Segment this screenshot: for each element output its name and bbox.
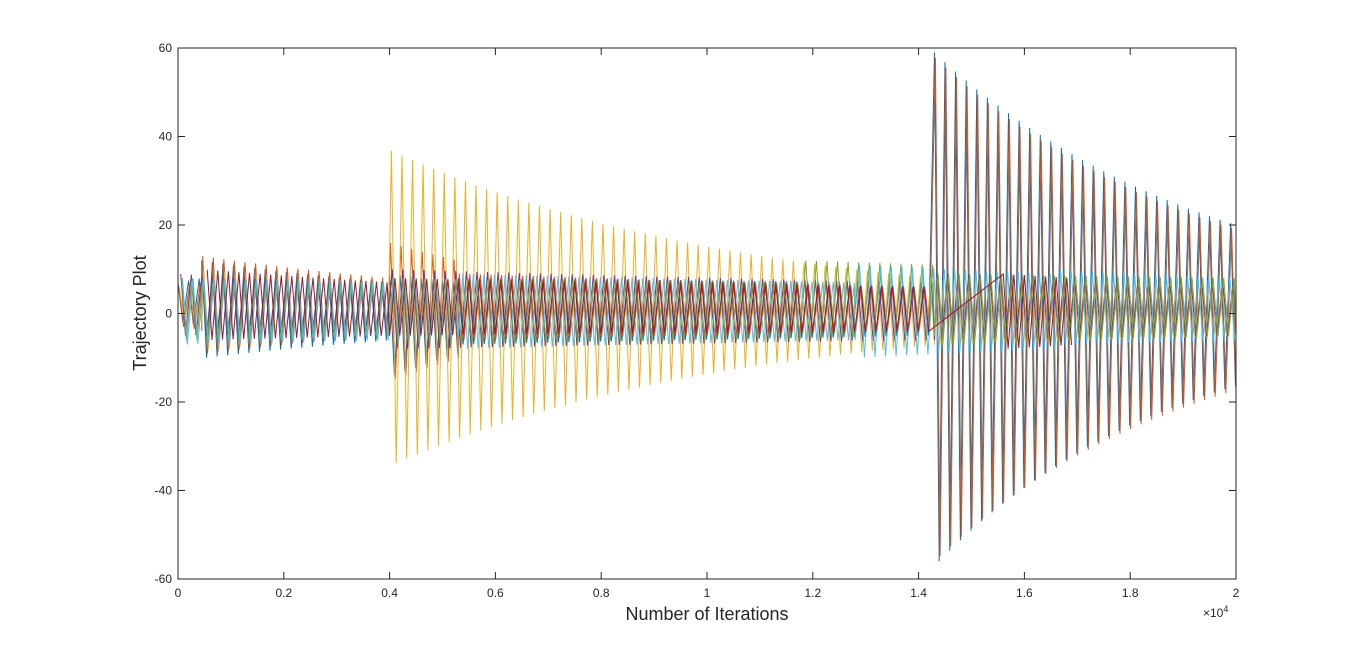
x-tick-label: 0.2 [275,586,292,600]
x-tick-label: 1.4 [910,586,927,600]
x-tick-label: 1.6 [1016,586,1033,600]
x-axis-label: Number of Iterations [625,604,788,624]
x-axis-exponent: ×104 [1203,604,1228,620]
x-tick-label: 0 [175,586,182,600]
x-axis-ticks: 0 0.2 0.4 0.6 0.8 1 1.2 1.4 1.6 1.8 2 [175,48,1240,600]
y-axis-ticks: -60 -40 -20 0 20 40 60 [155,41,1236,586]
series-line-7 [206,269,1073,349]
series-line-5 [181,260,1237,345]
y-tick-label: 40 [159,130,173,144]
y-tick-label: 60 [159,41,173,55]
x-tick-label: 0.4 [381,586,398,600]
x-tick-label: 1.8 [1122,586,1139,600]
y-tick-label: 0 [165,307,172,321]
x-tick-label: 0.6 [487,586,504,600]
x-tick-label: 0.8 [593,586,610,600]
y-tick-label: -40 [155,484,173,498]
x-axis-exponent-power: 4 [1223,604,1228,614]
x-tick-label: 2 [1233,586,1240,600]
series-layer [177,52,1237,562]
series-line-6 [182,264,1236,358]
y-tick-label: 20 [159,218,173,232]
x-tick-label: 1.2 [804,586,821,600]
y-tick-label: -20 [155,395,173,409]
y-axis-label: Trajectory Plot [130,255,150,370]
x-tick-label: 1 [704,586,711,600]
x-axis-exponent-base: ×10 [1203,606,1224,620]
y-tick-label: -60 [155,572,173,586]
